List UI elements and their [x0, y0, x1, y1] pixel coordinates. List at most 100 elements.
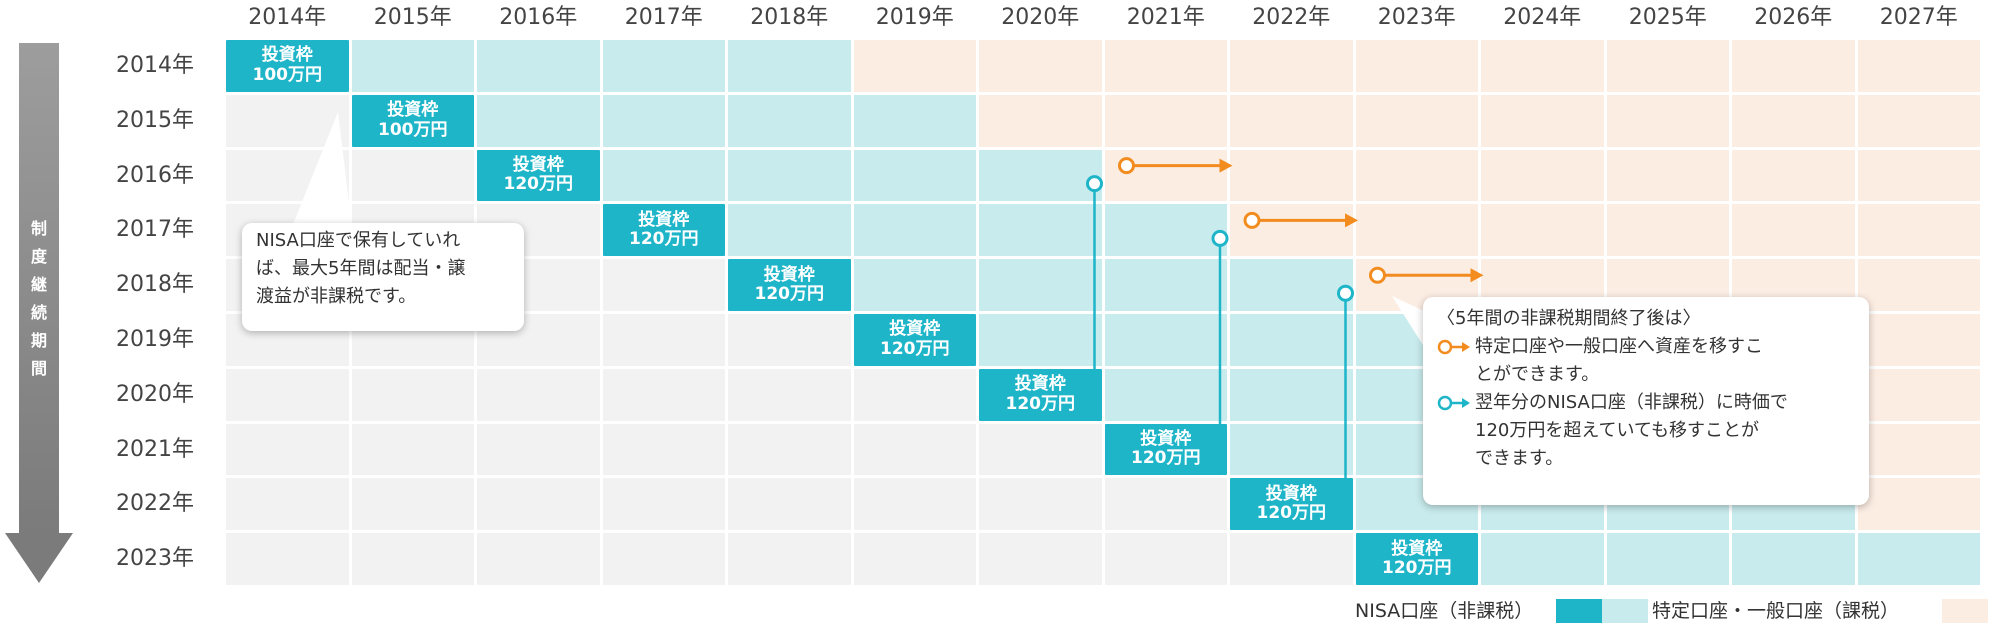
frame-amount: 120万円 [754, 284, 825, 305]
taxable-account-cell [1606, 149, 1729, 202]
empty-cell [351, 423, 474, 476]
column-header: 2020年 [1001, 5, 1080, 30]
taxable-account-cell [1230, 149, 1353, 202]
taxable-account-cell [1481, 149, 1604, 202]
legend-nisa-label: NISA口座（非課税） [1355, 600, 1534, 622]
empty-cell [477, 478, 600, 531]
taxable-account-cell [1732, 94, 1855, 147]
empty-cell [979, 478, 1102, 531]
period-arrow-head-icon [5, 533, 73, 583]
nisa-tax-free-cell [1104, 259, 1227, 311]
callout-left-pointer [292, 112, 352, 227]
taxable-account-cell [1606, 40, 1729, 92]
period-arrow-char: 継 [30, 275, 47, 294]
empty-cell [728, 314, 851, 366]
nisa-tax-free-cell [1481, 533, 1604, 585]
nisa-tax-free-cell [477, 94, 600, 147]
orange-arrow-head-icon [1470, 268, 1484, 283]
nisa-tax-free-cell [1230, 423, 1353, 476]
taxable-account-cell [1732, 149, 1855, 202]
investment-frame-cell: 投資枠 120万円 [979, 368, 1102, 421]
taxable-account-cell [1857, 478, 1980, 531]
empty-cell [728, 533, 851, 585]
callout-after-period: 〈5年間の非課税期間終了後は〉 特定口座や一般口座へ資産を移すこ とができます。… [1423, 297, 1869, 505]
row-header: 2020年 [116, 381, 194, 407]
column-header: 2016年 [499, 5, 578, 30]
legend-nisa-swatch [1602, 599, 1648, 623]
empty-cell [602, 533, 725, 585]
callout-right-title: 〈5年間の非課税期間終了後は〉 [1437, 308, 1701, 329]
nisa-tax-free-cell [979, 204, 1102, 257]
empty-cell [728, 478, 851, 531]
nisa-tax-free-cell [728, 204, 851, 257]
option-text: とができます。 [1475, 364, 1600, 385]
empty-cell [226, 423, 349, 476]
nisa-tax-free-cell [728, 149, 851, 202]
frame-label: 投資枠 [889, 319, 941, 340]
taxable-account-cell [1481, 204, 1604, 257]
taxable-account-cell [1104, 40, 1227, 92]
row-header: 2023年 [116, 546, 194, 572]
taxable-account-cell [1355, 40, 1478, 92]
nisa-tax-free-cell [602, 40, 725, 92]
orange-arrow-head-icon [1345, 213, 1358, 228]
period-arrow-char: 制 [30, 219, 47, 238]
teal-arrow-icon [1437, 395, 1470, 411]
orange-arrow-start-icon [1369, 266, 1386, 284]
nisa-tax-free-cell [1606, 533, 1729, 585]
callout-left-line: 渡益が非課税です。 [256, 286, 417, 307]
frame-label: 投資枠 [1391, 538, 1443, 559]
frame-label: 投資枠 [261, 45, 313, 66]
orange-arrow-start-icon [1243, 211, 1261, 229]
nisa-tax-free-cell [1732, 533, 1855, 585]
column-header: 2014年 [248, 5, 327, 30]
taxable-account-cell [1857, 94, 1980, 147]
empty-cell [853, 533, 976, 585]
empty-cell [1104, 533, 1227, 585]
nisa-tax-free-cell [1104, 204, 1227, 257]
taxable-account-cell [1104, 94, 1227, 147]
empty-cell [728, 423, 851, 476]
frame-label: 投資枠 [1014, 374, 1066, 395]
investment-frame-cell: 投資枠 120万円 [602, 204, 725, 257]
frame-amount: 120万円 [880, 338, 950, 359]
empty-cell [477, 533, 600, 585]
investment-frame-cell: 投資枠 120万円 [728, 259, 851, 311]
nisa-tax-free-cell [853, 149, 976, 202]
empty-cell [226, 533, 349, 585]
frame-label: 投資枠 [1265, 483, 1317, 504]
taxable-account-cell [1355, 204, 1478, 257]
callout-right-pointer [1392, 296, 1426, 350]
frame-label: 投資枠 [512, 154, 564, 175]
empty-cell [602, 423, 725, 476]
nisa-tax-free-cell [602, 94, 725, 147]
nisa-tax-free-cell [728, 40, 851, 92]
nisa-tax-free-cell [1230, 314, 1353, 366]
frame-label: 投資枠 [763, 264, 815, 285]
frame-label: 投資枠 [638, 209, 690, 230]
taxable-account-cell [1732, 40, 1855, 92]
taxable-account-cell [853, 40, 976, 92]
empty-cell [853, 478, 976, 531]
option-transfer-taxable: 特定口座や一般口座へ資産を移すこ とができます。 [1437, 333, 1855, 389]
nisa-tax-free-cell [1230, 368, 1353, 421]
taxable-account-cell [1230, 40, 1353, 92]
investment-frame-cell: 投資枠 100万円 [226, 40, 349, 92]
taxable-account-cell [1606, 94, 1729, 147]
teal-arrow-start-icon [1086, 175, 1103, 193]
frame-label: 投資枠 [387, 100, 439, 121]
taxable-account-cell [1857, 368, 1980, 421]
period-arrow-char: 間 [30, 359, 47, 378]
nisa-tax-free-cell [351, 40, 474, 92]
option-text: 特定口座や一般口座へ資産を移すこ [1475, 336, 1763, 357]
empty-cell [602, 478, 725, 531]
nisa-tax-free-cell [979, 314, 1102, 366]
empty-cell [226, 368, 349, 421]
row-header: 2016年 [116, 162, 194, 188]
frame-amount: 120万円 [503, 174, 574, 195]
callout-tax-free-explanation: NISA口座で保有していれ ば、最大5年間は配当・譲 渡益が非課税です。 [242, 223, 524, 331]
empty-cell [351, 149, 474, 202]
legend-taxable-swatch [1942, 599, 1988, 623]
investment-frame-cell: 投資枠 120万円 [853, 314, 976, 366]
